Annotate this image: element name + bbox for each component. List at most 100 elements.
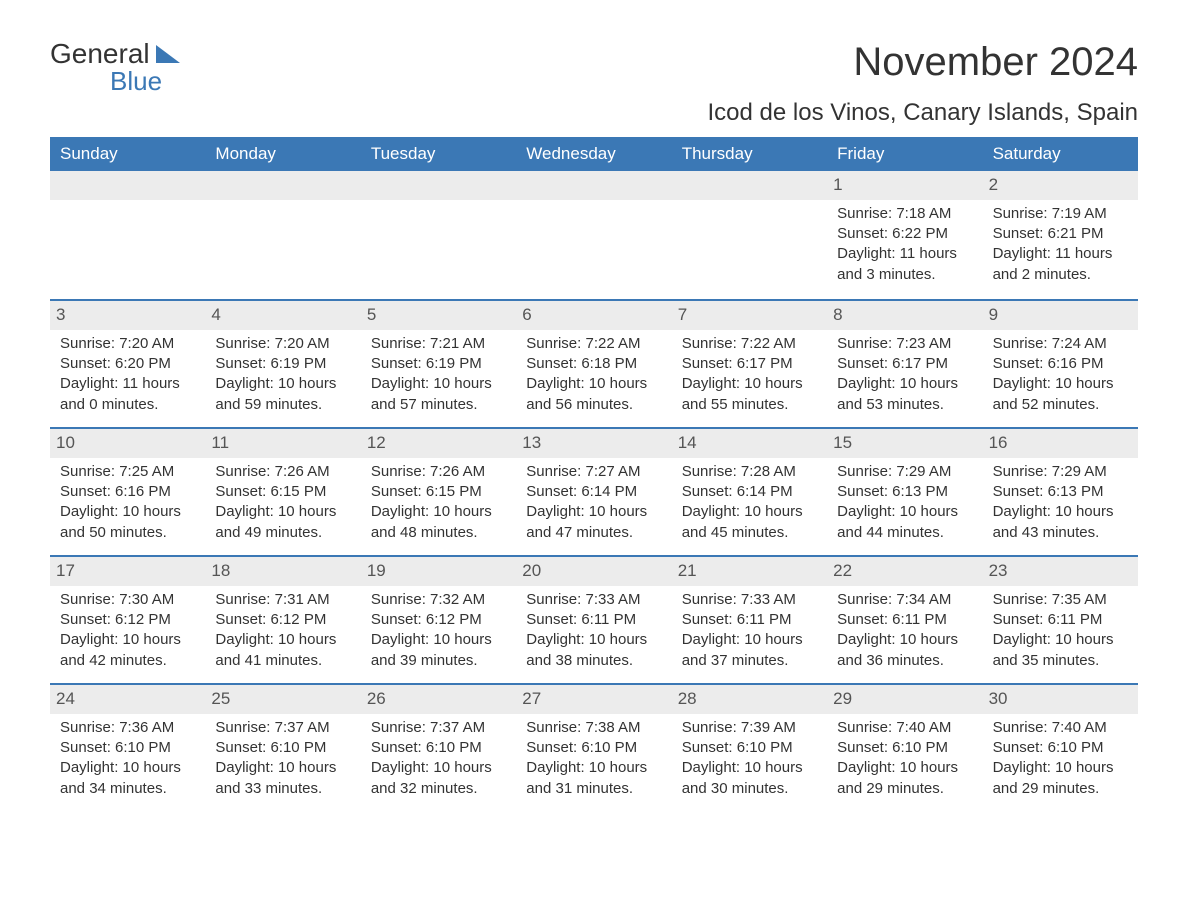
daylight-line: Daylight: 10 hours and 43 minutes. (993, 502, 1128, 543)
day-number (50, 171, 205, 200)
sunset-line: Sunset: 6:10 PM (837, 738, 972, 758)
calendar-day-empty (361, 171, 516, 299)
daylight-line: Daylight: 10 hours and 59 minutes. (215, 374, 350, 415)
calendar-day: 5Sunrise: 7:21 AMSunset: 6:19 PMDaylight… (361, 301, 516, 427)
daylight-line: Daylight: 10 hours and 44 minutes. (837, 502, 972, 543)
daylight-line: Daylight: 11 hours and 0 minutes. (60, 374, 195, 415)
day-number: 17 (50, 557, 205, 586)
calendar-day: 11 Sunrise: 7:26 AMSunset: 6:15 PMDayligh… (205, 429, 360, 555)
sunset-line: Sunset: 6:20 PM (60, 354, 195, 374)
sunset-line: Sunset: 6:11 PM (993, 610, 1128, 630)
sunrise-line: Sunrise: 7:29 AM (837, 462, 972, 482)
daylight-line: Daylight: 10 hours and 33 minutes. (215, 758, 350, 799)
sunrise-line: Sunrise: 7:31 AM (215, 590, 350, 610)
sunrise-line: Sunrise: 7:21 AM (371, 334, 506, 354)
dow-wednesday: Wednesday (516, 137, 671, 171)
daylight-line: Daylight: 10 hours and 30 minutes. (682, 758, 817, 799)
calendar-day: 24Sunrise: 7:36 AMSunset: 6:10 PMDayligh… (50, 685, 205, 811)
sunrise-line: Sunrise: 7:34 AM (837, 590, 972, 610)
calendar-day-empty (205, 171, 360, 299)
day-number: 15 (827, 429, 982, 458)
dow-sunday: Sunday (50, 137, 205, 171)
daylight-line: Daylight: 10 hours and 37 minutes. (682, 630, 817, 671)
sunset-line: Sunset: 6:12 PM (60, 610, 195, 630)
sunset-line: Sunset: 6:18 PM (526, 354, 661, 374)
sunrise-line: Sunrise: 7:35 AM (993, 590, 1128, 610)
day-number: 10 (50, 429, 205, 458)
day-number: 24 (50, 685, 205, 714)
daylight-line: Daylight: 10 hours and 56 minutes. (526, 374, 661, 415)
sunset-line: Sunset: 6:21 PM (993, 224, 1128, 244)
sunset-line: Sunset: 6:10 PM (371, 738, 506, 758)
sunrise-line: Sunrise: 7:33 AM (682, 590, 817, 610)
calendar-day: 26Sunrise: 7:37 AMSunset: 6:10 PMDayligh… (361, 685, 516, 811)
calendar-week: 3Sunrise: 7:20 AMSunset: 6:20 PMDaylight… (50, 299, 1138, 427)
daylight-line: Daylight: 10 hours and 38 minutes. (526, 630, 661, 671)
day-number: 11 (205, 429, 360, 458)
sunrise-line: Sunrise: 7:19 AM (993, 204, 1128, 224)
brand-word-2: Blue (110, 68, 180, 94)
sunset-line: Sunset: 6:11 PM (837, 610, 972, 630)
daylight-line: Daylight: 10 hours and 29 minutes. (993, 758, 1128, 799)
sunrise-line: Sunrise: 7:26 AM (371, 462, 506, 482)
location-subtitle: Icod de los Vinos, Canary Islands, Spain (708, 99, 1138, 127)
daylight-line: Daylight: 10 hours and 49 minutes. (215, 502, 350, 543)
sunset-line: Sunset: 6:15 PM (371, 482, 506, 502)
sunrise-line: Sunrise: 7:22 AM (682, 334, 817, 354)
daylight-line: Daylight: 10 hours and 34 minutes. (60, 758, 195, 799)
daylight-line: Daylight: 10 hours and 36 minutes. (837, 630, 972, 671)
day-number: 1 (827, 171, 982, 200)
sunrise-line: Sunrise: 7:25 AM (60, 462, 195, 482)
sunrise-line: Sunrise: 7:24 AM (993, 334, 1128, 354)
daylight-line: Daylight: 10 hours and 31 minutes. (526, 758, 661, 799)
daylight-line: Daylight: 11 hours and 3 minutes. (837, 244, 972, 285)
sunrise-line: Sunrise: 7:18 AM (837, 204, 972, 224)
calendar-day: 2Sunrise: 7:19 AMSunset: 6:21 PMDaylight… (983, 171, 1138, 299)
calendar-day: 16Sunrise: 7:29 AMSunset: 6:13 PMDayligh… (983, 429, 1138, 555)
sunrise-line: Sunrise: 7:28 AM (682, 462, 817, 482)
day-number: 28 (672, 685, 827, 714)
sunrise-line: Sunrise: 7:39 AM (682, 718, 817, 738)
sunset-line: Sunset: 6:22 PM (837, 224, 972, 244)
day-number: 3 (50, 301, 205, 330)
brand-word-1: General (50, 40, 150, 68)
dow-thursday: Thursday (672, 137, 827, 171)
sunset-line: Sunset: 6:13 PM (837, 482, 972, 502)
sunset-line: Sunset: 6:10 PM (993, 738, 1128, 758)
dow-tuesday: Tuesday (361, 137, 516, 171)
sunrise-line: Sunrise: 7:37 AM (371, 718, 506, 738)
calendar-day: 9Sunrise: 7:24 AMSunset: 6:16 PMDaylight… (983, 301, 1138, 427)
day-number: 20 (516, 557, 671, 586)
day-number: 12 (361, 429, 516, 458)
daylight-line: Daylight: 10 hours and 39 minutes. (371, 630, 506, 671)
daylight-line: Daylight: 10 hours and 50 minutes. (60, 502, 195, 543)
day-number (672, 171, 827, 200)
day-number: 7 (672, 301, 827, 330)
sunset-line: Sunset: 6:13 PM (993, 482, 1128, 502)
calendar-day: 7Sunrise: 7:22 AMSunset: 6:17 PMDaylight… (672, 301, 827, 427)
sunrise-line: Sunrise: 7:37 AM (215, 718, 350, 738)
sunset-line: Sunset: 6:12 PM (371, 610, 506, 630)
daylight-line: Daylight: 10 hours and 29 minutes. (837, 758, 972, 799)
sunset-line: Sunset: 6:15 PM (215, 482, 350, 502)
sunrise-line: Sunrise: 7:20 AM (215, 334, 350, 354)
page-title: November 2024 (708, 40, 1138, 85)
calendar-week: 24Sunrise: 7:36 AMSunset: 6:10 PMDayligh… (50, 683, 1138, 811)
calendar-day-empty (516, 171, 671, 299)
sunrise-line: Sunrise: 7:26 AM (215, 462, 350, 482)
day-number: 5 (361, 301, 516, 330)
day-number: 2 (983, 171, 1138, 200)
daylight-line: Daylight: 10 hours and 52 minutes. (993, 374, 1128, 415)
sunset-line: Sunset: 6:17 PM (682, 354, 817, 374)
calendar-day: 3Sunrise: 7:20 AMSunset: 6:20 PMDaylight… (50, 301, 205, 427)
day-number (516, 171, 671, 200)
sunrise-line: Sunrise: 7:32 AM (371, 590, 506, 610)
calendar-day: 23Sunrise: 7:35 AMSunset: 6:11 PMDayligh… (983, 557, 1138, 683)
calendar-week: 17Sunrise: 7:30 AMSunset: 6:12 PMDayligh… (50, 555, 1138, 683)
calendar-day: 22Sunrise: 7:34 AMSunset: 6:11 PMDayligh… (827, 557, 982, 683)
daylight-line: Daylight: 10 hours and 57 minutes. (371, 374, 506, 415)
calendar-day: 17Sunrise: 7:30 AMSunset: 6:12 PMDayligh… (50, 557, 205, 683)
daylight-line: Daylight: 10 hours and 53 minutes. (837, 374, 972, 415)
dow-monday: Monday (205, 137, 360, 171)
dow-friday: Friday (827, 137, 982, 171)
